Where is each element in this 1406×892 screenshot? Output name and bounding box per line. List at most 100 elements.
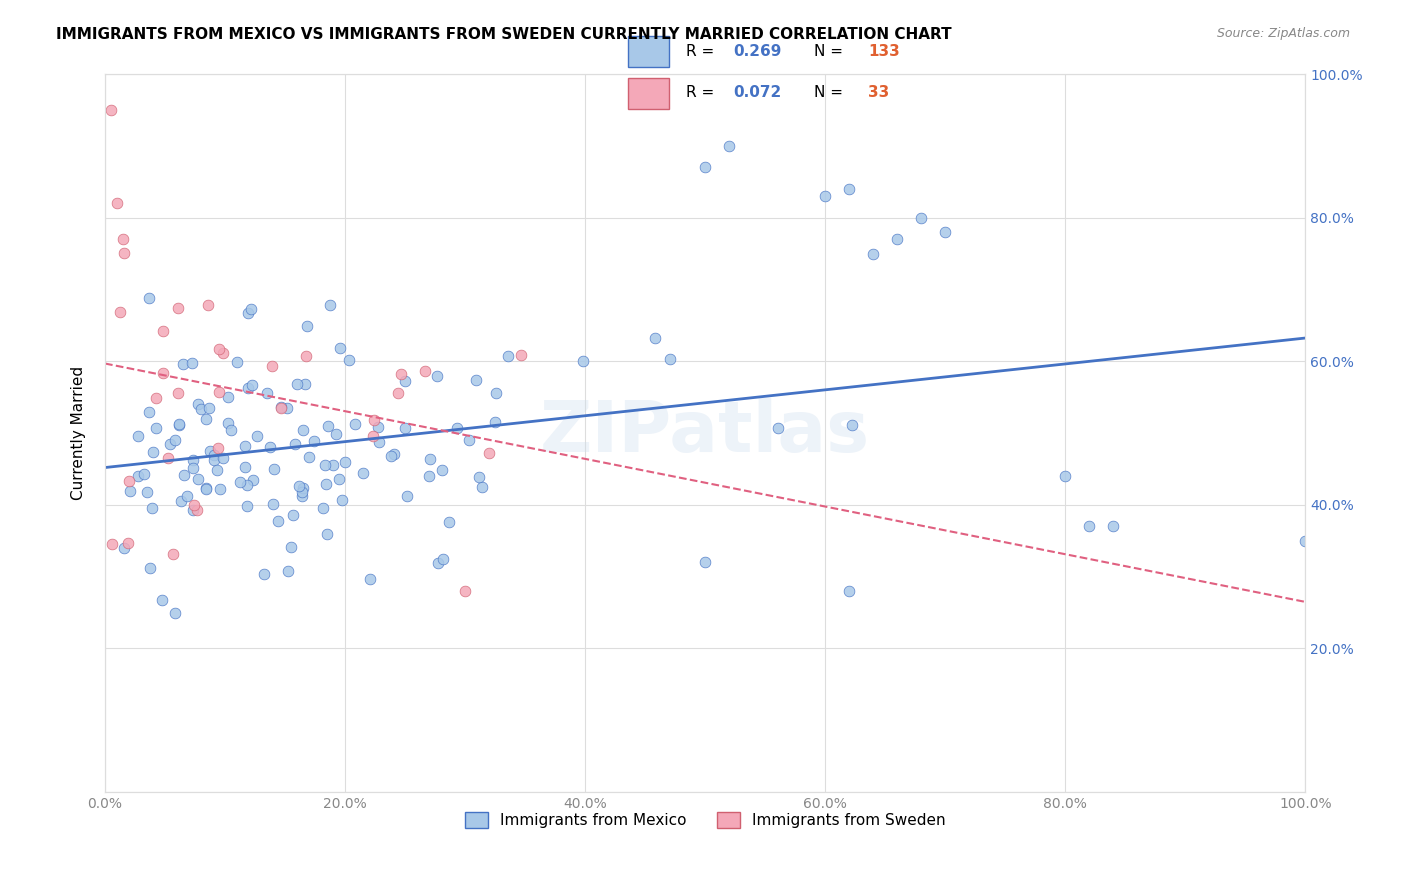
Point <box>240 378 263 392</box>
Point <box>910 211 932 225</box>
Point <box>1102 519 1125 533</box>
Point <box>117 536 139 550</box>
Point <box>205 463 228 477</box>
Point <box>138 405 160 419</box>
Point <box>181 452 204 467</box>
Point <box>181 356 204 370</box>
Point <box>277 564 299 578</box>
Text: 33: 33 <box>868 86 890 100</box>
Point <box>287 479 309 493</box>
Point <box>297 319 319 334</box>
Point <box>145 391 167 405</box>
Point <box>311 500 333 515</box>
Point <box>105 196 128 211</box>
Point <box>176 489 198 503</box>
Point <box>280 540 302 554</box>
Point <box>187 397 209 411</box>
Point <box>200 443 222 458</box>
Point <box>202 448 225 462</box>
Point <box>659 351 682 366</box>
Point <box>112 541 135 555</box>
Point <box>100 103 122 117</box>
Text: 133: 133 <box>868 45 900 59</box>
Point <box>159 437 181 451</box>
Point <box>194 481 217 495</box>
Point <box>141 500 163 515</box>
Point <box>276 401 298 415</box>
Point <box>183 498 205 512</box>
Point <box>127 429 149 443</box>
Point <box>217 390 239 404</box>
Point <box>217 416 239 430</box>
Point <box>292 423 315 437</box>
Point <box>886 232 908 246</box>
Point <box>208 342 231 356</box>
Point <box>197 298 219 312</box>
Point <box>437 515 460 529</box>
Point <box>841 418 863 433</box>
Point <box>1294 533 1316 548</box>
Point <box>695 161 717 175</box>
Point <box>432 552 454 566</box>
Point <box>572 353 595 368</box>
Point <box>344 417 367 431</box>
Point <box>209 482 232 496</box>
Point <box>363 428 385 442</box>
Point <box>316 418 339 433</box>
Point <box>291 484 314 499</box>
Point <box>329 341 352 355</box>
Point <box>352 466 374 480</box>
Point <box>380 449 402 463</box>
Point <box>418 469 440 483</box>
Point <box>934 225 956 239</box>
Text: Source: ZipAtlas.com: Source: ZipAtlas.com <box>1216 27 1350 40</box>
Point <box>150 593 173 607</box>
Point <box>464 372 486 386</box>
Point <box>270 400 292 414</box>
Point <box>242 473 264 487</box>
Point <box>396 489 419 503</box>
Text: IMMIGRANTS FROM MEXICO VS IMMIGRANTS FROM SWEDEN CURRENTLY MARRIED CORRELATION C: IMMIGRANTS FROM MEXICO VS IMMIGRANTS FRO… <box>56 27 952 42</box>
Point <box>295 349 318 363</box>
Point <box>270 401 292 415</box>
Point <box>173 468 195 483</box>
Point <box>838 583 860 598</box>
Point <box>194 482 217 496</box>
Point <box>457 433 479 447</box>
Point <box>145 420 167 434</box>
Point <box>298 450 321 464</box>
Point <box>117 474 139 488</box>
Point <box>256 385 278 400</box>
Point <box>262 497 284 511</box>
Point <box>111 232 134 246</box>
Point <box>225 355 247 369</box>
Point <box>233 439 256 453</box>
Point <box>394 374 416 388</box>
Point <box>112 246 135 260</box>
Legend: Immigrants from Mexico, Immigrants from Sweden: Immigrants from Mexico, Immigrants from … <box>458 806 952 835</box>
FancyBboxPatch shape <box>628 78 669 109</box>
Point <box>281 508 304 523</box>
Point <box>427 556 450 570</box>
Point <box>325 426 347 441</box>
Point <box>291 489 314 503</box>
Point <box>263 462 285 476</box>
Point <box>101 537 124 551</box>
Point <box>382 447 405 461</box>
Point <box>367 420 389 434</box>
Point <box>166 385 188 400</box>
Point <box>485 386 508 401</box>
Point <box>389 367 412 381</box>
Point <box>838 182 860 196</box>
Text: N =: N = <box>814 45 848 59</box>
Text: 0.269: 0.269 <box>733 45 782 59</box>
Point <box>246 428 269 442</box>
Point <box>315 477 337 491</box>
Point <box>454 583 477 598</box>
Point <box>197 401 219 416</box>
Point <box>207 441 229 455</box>
Point <box>236 305 259 319</box>
Point <box>253 567 276 582</box>
Point <box>1054 469 1077 483</box>
Point <box>138 291 160 305</box>
